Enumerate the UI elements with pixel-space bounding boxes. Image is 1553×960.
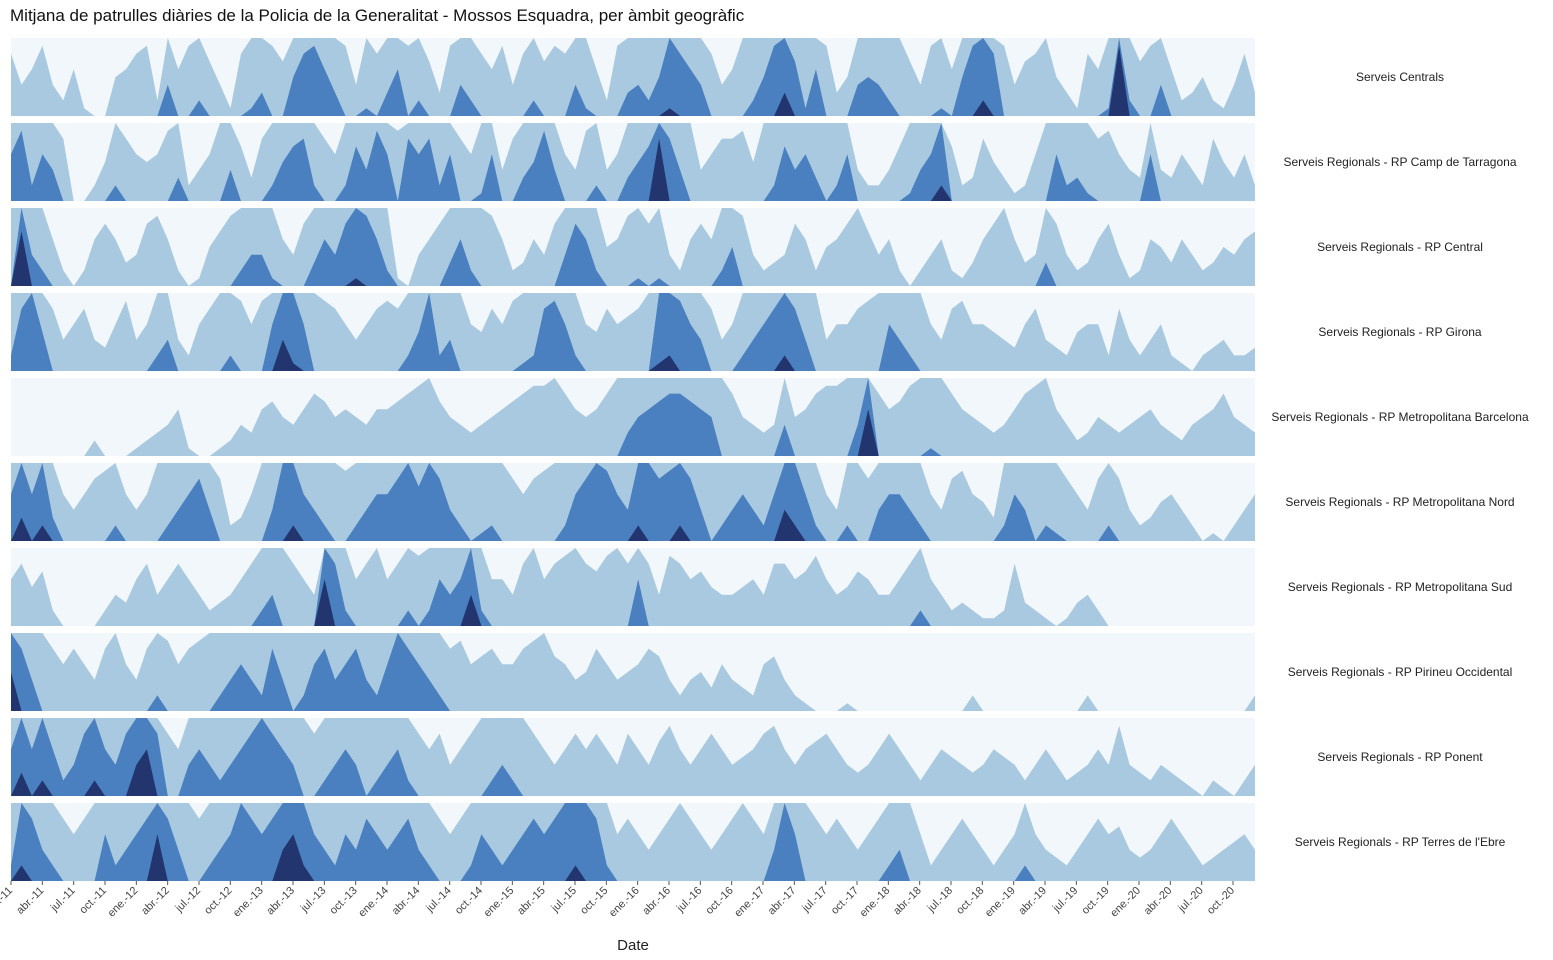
- x-tick-label: ene.-20: [1108, 885, 1143, 920]
- x-axis-title: Date: [617, 937, 649, 954]
- x-tick-label: ene.-17: [732, 885, 767, 920]
- x-tick-label: ene.-12: [106, 885, 141, 920]
- x-tick-label: abr.-19: [1016, 885, 1049, 918]
- band-area-3: [11, 579, 1255, 626]
- strip-7: [11, 633, 1255, 711]
- strip-label: Serveis Regionals - RP Terres de l'Ebre: [1295, 835, 1506, 849]
- x-tick-label: jul.-12: [173, 885, 203, 915]
- x-tick-label: jul.-13: [298, 885, 328, 915]
- x-tick-label: abr.-18: [891, 885, 924, 918]
- strip-label: Serveis Regionals - RP Ponent: [1317, 750, 1483, 764]
- strip-label: Serveis Regionals - RP Central: [1317, 240, 1483, 254]
- x-tick-label: ene.-19: [983, 885, 1018, 920]
- band-area-1: [11, 293, 1255, 371]
- x-tick-label: abr.-14: [390, 885, 423, 918]
- strip-label: Serveis Regionals - RP Pirineu Occidenta…: [1288, 665, 1513, 679]
- x-tick-label: oct.-16: [704, 885, 736, 917]
- x-tick-label: oct.-12: [202, 885, 234, 917]
- x-tick-label: abr.-11: [14, 885, 46, 917]
- x-tick-label: abr.-20: [1142, 885, 1175, 918]
- strip-label: Serveis Regionals - RP Metropolitana Bar…: [1271, 410, 1529, 424]
- strip-label: Serveis Regionals - RP Metropolitana Nor…: [1285, 495, 1514, 509]
- x-tick-label: abr.-16: [640, 885, 673, 918]
- x-tick-label: abr.-12: [139, 885, 172, 918]
- x-tick-label: oct.-14: [453, 885, 485, 917]
- x-tick-label: oct.-17: [829, 885, 861, 917]
- x-tick-label: oct.-13: [328, 885, 360, 917]
- x-tick-label: oct.-11: [77, 885, 109, 917]
- x-tick-label: jul.-16: [674, 885, 704, 915]
- band-area-3: [11, 509, 1255, 541]
- band-area-2: [11, 38, 1255, 116]
- strip-9: [11, 803, 1255, 881]
- x-tick-label: abr.-17: [766, 885, 799, 918]
- band-area-2: [11, 463, 1255, 541]
- x-tick-label: ene.-11: [0, 885, 15, 919]
- strip-6: [11, 548, 1255, 626]
- x-tick-label: ene.-18: [858, 885, 893, 920]
- x-tick-label: jul.-15: [549, 885, 579, 915]
- strip-1: [11, 123, 1255, 201]
- strip-2: [11, 208, 1255, 286]
- strip-label: Serveis Centrals: [1356, 70, 1444, 84]
- x-tick-label: jul.-11: [48, 885, 78, 915]
- x-tick-label: jul.-18: [925, 885, 955, 915]
- x-tick-label: ene.-16: [607, 885, 642, 920]
- x-tick-label: ene.-15: [482, 885, 517, 920]
- x-tick-label: abr.-13: [264, 885, 297, 918]
- strip-0: [11, 38, 1255, 116]
- strip-5: [11, 463, 1255, 541]
- band-area-3: [11, 749, 1255, 796]
- band-area-1: [11, 378, 1255, 456]
- strip-8: [11, 718, 1255, 796]
- x-tick-label: oct.-18: [954, 885, 986, 917]
- band-area-2: [11, 123, 1255, 201]
- x-tick-label: ene.-14: [356, 885, 391, 920]
- strip-label: Serveis Regionals - RP Girona: [1318, 325, 1482, 339]
- band-area-2: [11, 633, 1255, 711]
- x-tick-label: jul.-17: [799, 885, 829, 915]
- x-tick-label: oct.-20: [1205, 885, 1237, 917]
- strip-label: Serveis Regionals - RP Camp de Tarragona: [1283, 155, 1516, 169]
- x-tick-label: oct.-15: [578, 885, 610, 917]
- strip-3: [11, 293, 1255, 371]
- x-tick-label: jul.-19: [1050, 885, 1080, 915]
- chart-title: Mitjana de patrulles diàries de la Polic…: [10, 6, 745, 25]
- x-tick-label: abr.-15: [515, 885, 548, 918]
- x-tick-label: ene.-13: [231, 885, 266, 920]
- strip-4: [11, 378, 1255, 456]
- band-area-2: [11, 803, 1255, 881]
- band-area-1: [11, 718, 1255, 796]
- band-area-2: [11, 208, 1255, 286]
- x-tick-label: jul.-20: [1175, 885, 1205, 915]
- x-tick-label: oct.-19: [1080, 885, 1112, 917]
- band-area-2: [11, 378, 1255, 456]
- strip-label: Serveis Regionals - RP Metropolitana Sud: [1288, 580, 1513, 594]
- x-tick-label: jul.-14: [423, 885, 453, 915]
